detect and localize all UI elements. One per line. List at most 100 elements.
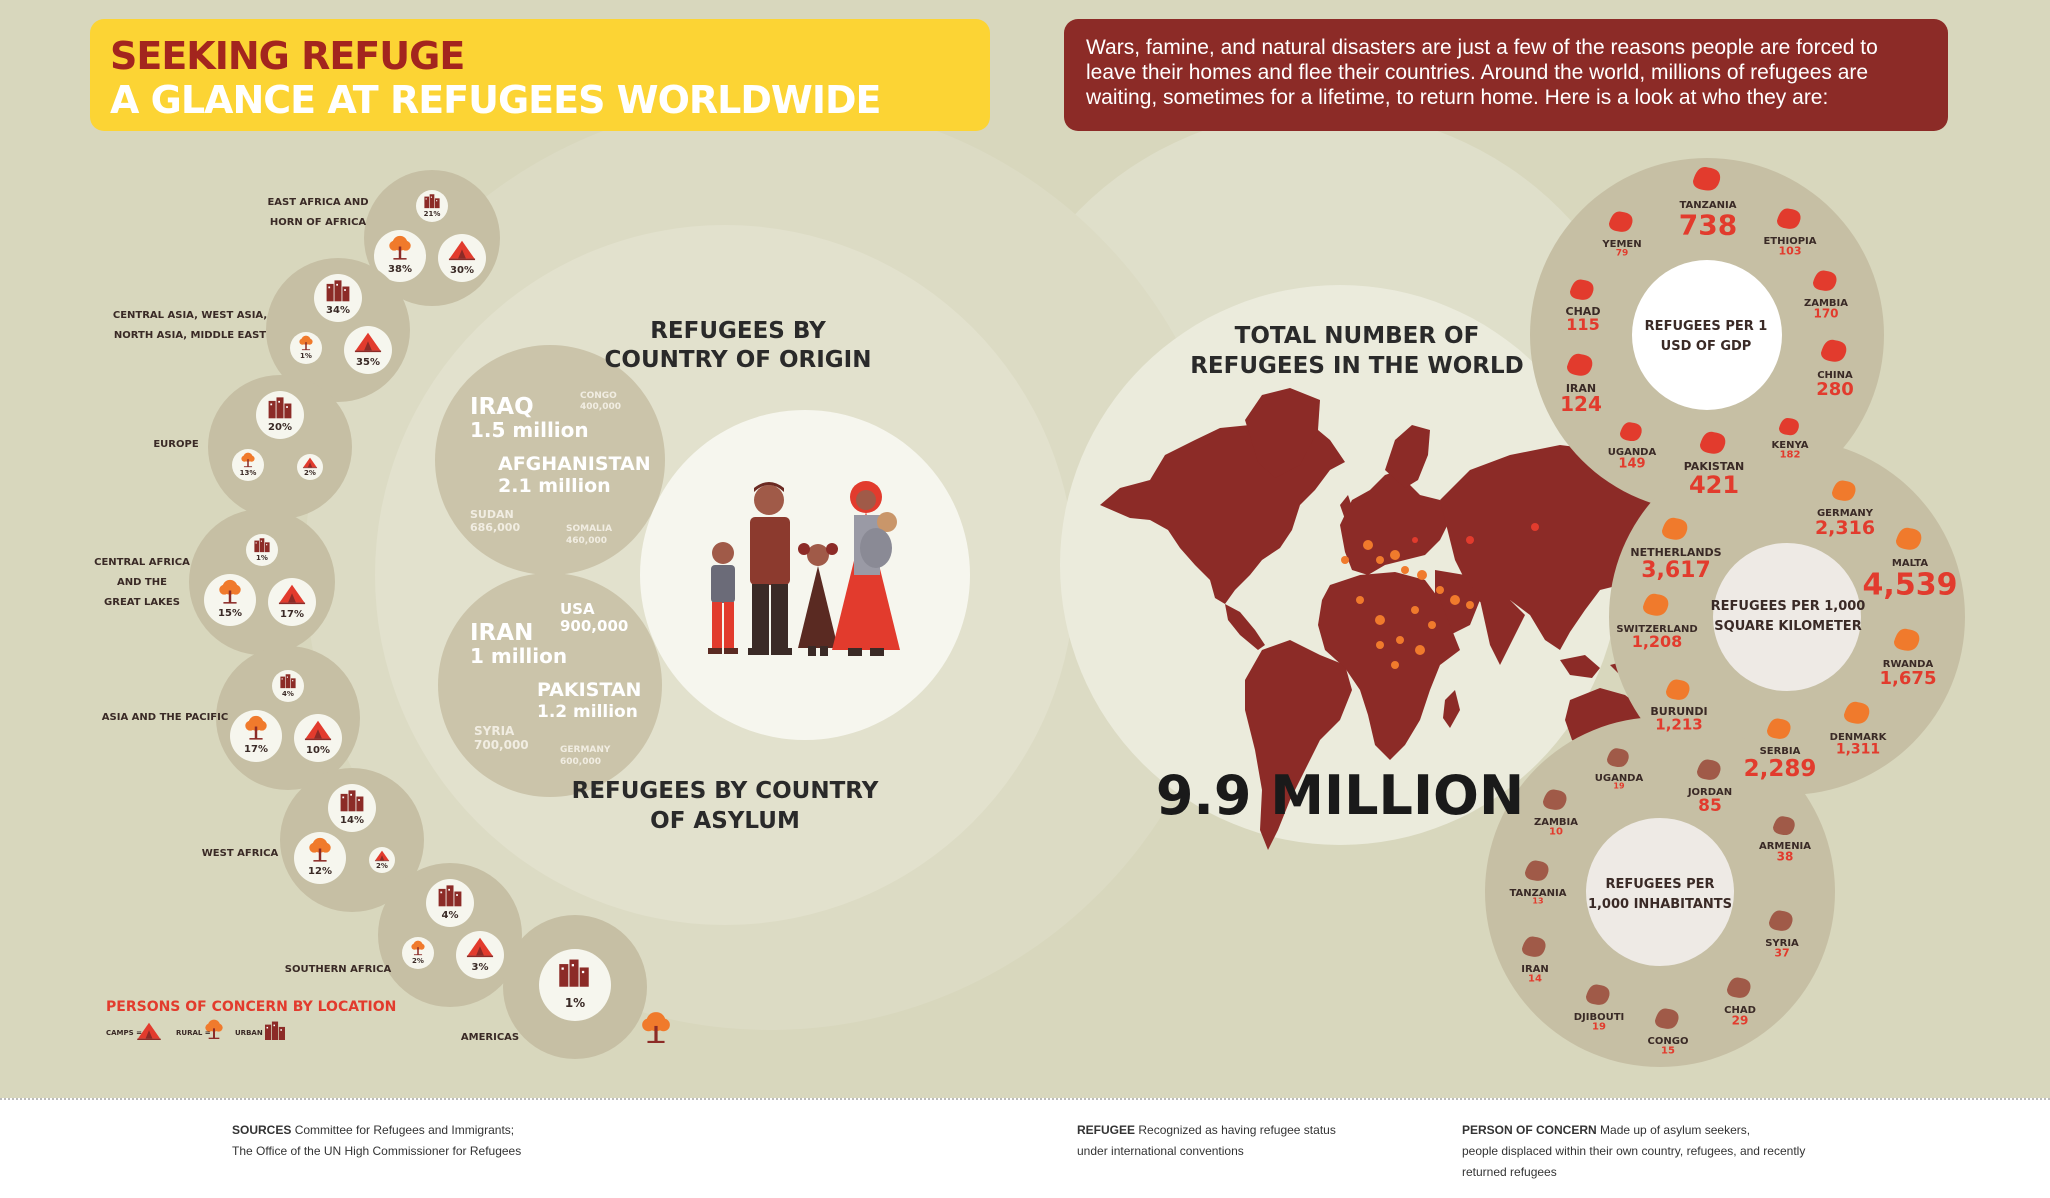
gdp-center — [1632, 260, 1782, 410]
origin-country: CONGO — [580, 391, 617, 401]
origin-value: 400,000 — [580, 402, 621, 412]
country-shape-icon — [1727, 977, 1751, 998]
intro-text: Wars, famine, and natural disasters are … — [1086, 36, 1878, 109]
gdp-value: 170 — [1813, 306, 1838, 320]
inhabitants-country: ZAMBIA — [1534, 817, 1578, 828]
gdp-title-1: REFUGEES PER 1 — [1645, 319, 1768, 334]
inhabitants-value: 29 — [1732, 1013, 1749, 1027]
region-label: AMERICAS — [461, 1032, 519, 1043]
sources-label: SOURCES — [232, 1123, 292, 1137]
inhabitants-center — [1586, 818, 1734, 966]
sqkm-country: DENMARK — [1830, 732, 1888, 743]
region-label: GREAT LAKES — [104, 597, 180, 608]
gdp-country: ETHIOPIA — [1763, 236, 1816, 247]
inhabitants-title-2: 1,000 INHABITANTS — [1588, 897, 1732, 912]
infographic-canvas: EAST AFRICA AND HORN OF AFRICA 21% 38% 30% CE… — [0, 0, 2050, 1098]
footer: SOURCES Committee for Refugees and Immig… — [0, 1098, 2050, 1198]
refugee-label: REFUGEE — [1077, 1123, 1136, 1137]
asylum-circle — [438, 573, 662, 797]
country-shape-icon — [1777, 208, 1801, 229]
gdp-value: 124 — [1560, 392, 1602, 416]
country-shape-icon — [1570, 279, 1594, 300]
refugee-line1: Recognized as having refugee status — [1138, 1123, 1336, 1137]
inhabitants-value: 13 — [1532, 897, 1543, 906]
origin-circle — [435, 345, 665, 575]
region-8: AMERICAS 1% — [461, 915, 670, 1059]
asylum-value: 1 million — [470, 644, 567, 668]
country-shape-icon — [1522, 936, 1546, 957]
sqkm-title-2: SQUARE KILOMETER — [1714, 619, 1861, 634]
map-refugee-dots — [1341, 540, 1474, 669]
sqkm-value: 2,316 — [1815, 517, 1875, 539]
country-shape-icon — [1642, 593, 1669, 616]
inhabitants-value: 15 — [1661, 1046, 1675, 1057]
country-shape-icon — [1699, 431, 1726, 454]
total-value: 9.9 MILLION — [1156, 764, 1524, 827]
asylum-value: 700,000 — [474, 738, 529, 752]
country-shape-icon — [1525, 860, 1549, 881]
title-box — [90, 19, 990, 131]
country-shape-icon — [1609, 211, 1633, 232]
region-label: EAST AFRICA AND — [267, 197, 368, 208]
country-shape-icon — [1543, 789, 1567, 810]
sqkm-country: GERMANY — [1817, 508, 1874, 519]
inhabitants-value: 19 — [1613, 782, 1625, 791]
asylum-title-1: REFUGEES BY COUNTRY — [572, 778, 879, 804]
origin-country: SUDAN — [470, 508, 514, 521]
asylum-value: 600,000 — [560, 757, 601, 767]
asylum-country: PAKISTAN — [537, 679, 641, 701]
sqkm-value: 1,675 — [1880, 668, 1937, 689]
urban-value: 21% — [424, 210, 441, 218]
gdp-value: 738 — [1679, 209, 1737, 242]
gdp-value: 115 — [1566, 315, 1599, 334]
region-label: SOUTHERN AFRICA — [285, 964, 392, 975]
camps-value: 2% — [304, 469, 316, 477]
country-shape-icon — [1697, 759, 1721, 780]
sources-note: SOURCES Committee for Refugees and Immig… — [232, 1120, 521, 1162]
sqkm-country: BURUNDI — [1650, 705, 1707, 718]
country-shape-icon — [1666, 679, 1690, 700]
region-circles: EAST AFRICA AND HORN OF AFRICA 21% 38% 30% CE… — [94, 170, 670, 1059]
region-5: ASIA AND THE PACIFIC 4% 17% 10% — [102, 646, 360, 790]
camps-value: 17% — [280, 609, 304, 620]
country-shape-icon — [1693, 167, 1721, 191]
region-2: CENTRAL ASIA, WEST ASIA, NORTH ASIA, MIDD… — [113, 258, 410, 402]
camps-value: 10% — [306, 745, 330, 756]
rural-value: 1% — [300, 352, 312, 360]
country-shape-icon — [1773, 816, 1795, 836]
origin-title-2: COUNTRY OF ORIGIN — [605, 347, 872, 373]
urban-value: 14% — [340, 815, 364, 826]
inhabitants-country: CHAD — [1724, 1005, 1756, 1016]
inhabitants-value: 37 — [1774, 946, 1789, 959]
inhabitants-country: UGANDA — [1595, 773, 1644, 784]
country-shape-icon — [1813, 270, 1837, 291]
gdp-title-2: USD OF GDP — [1661, 339, 1752, 354]
origin-value: 2.1 million — [498, 475, 611, 497]
gdp-country: UGANDA — [1608, 447, 1657, 458]
rural-value: 15% — [218, 608, 242, 619]
country-shape-icon — [1620, 422, 1642, 442]
gdp-country: CHINA — [1817, 370, 1853, 381]
region-4: CENTRAL AFRICA AND THE GREAT LAKES 1% 15% 17% — [94, 509, 335, 655]
sqkm-value: 1,213 — [1655, 715, 1702, 733]
urban-value: 4% — [442, 910, 459, 921]
gdp-country: PAKISTAN — [1684, 460, 1744, 473]
asylum-country: GERMANY — [560, 745, 611, 755]
sqkm-center — [1713, 543, 1861, 691]
region-label: WEST AFRICA — [202, 848, 279, 859]
gdp-country: KENYA — [1772, 440, 1809, 451]
inhabitants-title-1: REFUGEES PER — [1605, 877, 1714, 892]
country-shape-icon — [1779, 417, 1799, 436]
asylum-value: 900,000 — [560, 617, 628, 635]
gdp-value: 149 — [1618, 456, 1645, 471]
concern-definition: PERSON OF CONCERN Made up of asylum seek… — [1462, 1120, 1805, 1183]
camps-value: 30% — [450, 265, 474, 276]
asylum-value: 1.2 million — [537, 702, 638, 722]
rural-value: 38% — [388, 264, 412, 275]
country-shape-icon — [1767, 718, 1791, 739]
country-shape-icon — [1655, 1008, 1679, 1029]
inhabitants-country: IRAN — [1521, 964, 1549, 975]
country-shape-icon — [1607, 748, 1629, 768]
region-label: NORTH ASIA, MIDDLE EAST — [114, 330, 266, 341]
